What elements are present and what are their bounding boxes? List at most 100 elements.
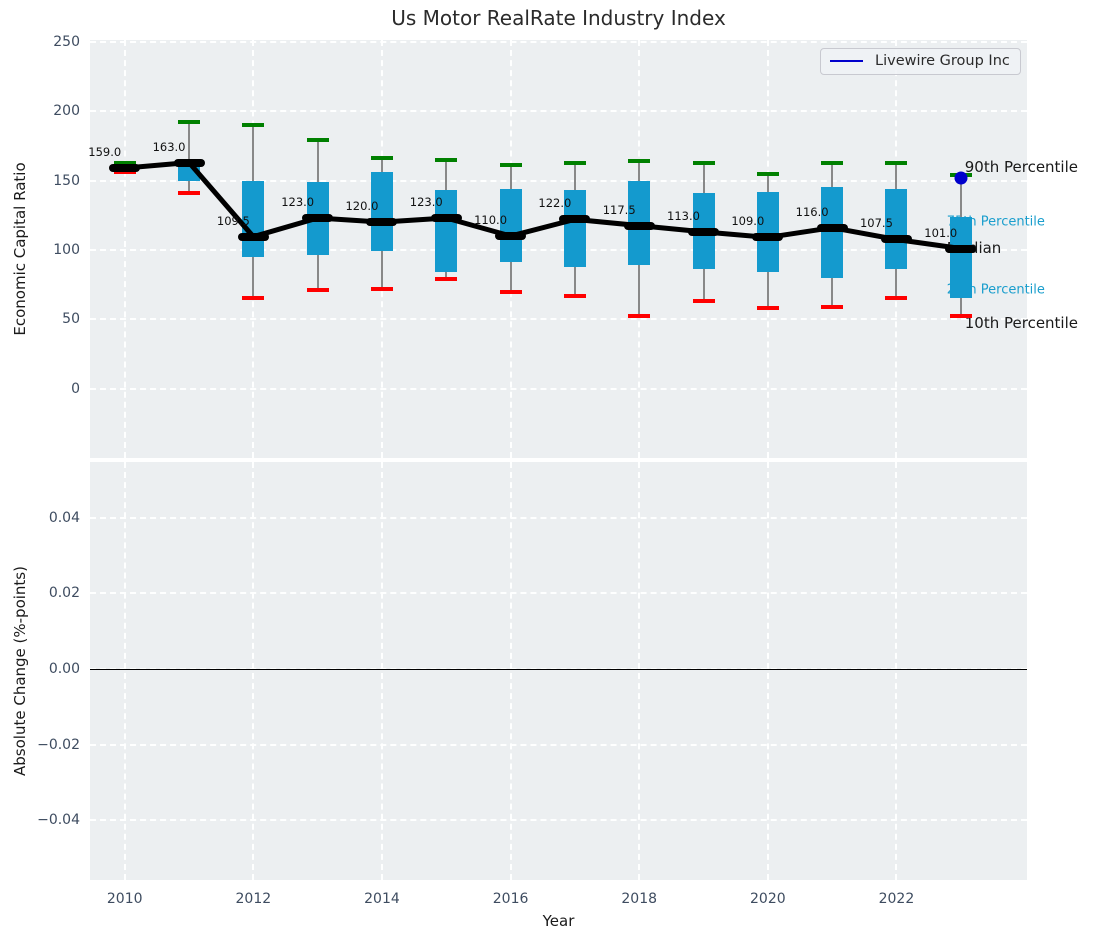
gridline-v <box>123 462 126 880</box>
median-marker <box>559 215 591 224</box>
box <box>821 187 844 278</box>
gridline-v <box>895 462 898 880</box>
gridline-h <box>90 110 1027 113</box>
p10-cap <box>242 296 265 301</box>
box <box>949 216 972 299</box>
company-point <box>954 171 968 185</box>
median-label: 122.0 <box>538 196 572 211</box>
median-marker <box>173 158 205 167</box>
legend: Livewire Group Inc <box>820 48 1021 75</box>
p90-cap <box>692 160 715 165</box>
p10-cap <box>692 299 715 304</box>
y-tick-label: 50 <box>62 311 80 328</box>
median-marker <box>752 233 784 242</box>
median-marker <box>945 244 977 253</box>
p90-cap <box>499 163 522 168</box>
median-label: 107.5 <box>859 216 893 231</box>
p10-cap <box>821 304 844 309</box>
x-tick-label: 2020 <box>750 891 786 907</box>
y-tick-label: −0.04 <box>37 812 80 829</box>
median-label: 159.0 <box>88 145 122 160</box>
p90-cap <box>113 160 136 165</box>
gridline-h <box>90 248 1027 251</box>
p90-cap <box>370 156 393 161</box>
p90-cap <box>756 171 779 176</box>
p10-cap <box>306 288 329 293</box>
gridline-h <box>90 40 1027 43</box>
median-line <box>122 160 964 252</box>
p10-cap <box>499 289 522 294</box>
top-y-axis-label: Economic Capital Ratio <box>11 162 29 336</box>
y-tick-label: 0.00 <box>48 660 80 677</box>
annotation-90th-percentile: 90th Percentile <box>964 157 1078 176</box>
p90-cap <box>628 159 651 164</box>
x-tick-label: 2018 <box>621 891 658 907</box>
zero-line <box>90 668 1027 670</box>
gridline-v <box>380 462 383 880</box>
p10-cap <box>756 306 779 311</box>
p90-cap <box>435 157 458 162</box>
gridline-h <box>90 819 1027 822</box>
p90-cap <box>885 160 908 165</box>
gridline-h <box>90 387 1027 390</box>
median-label: 163.0 <box>152 139 186 154</box>
median-marker <box>109 164 141 173</box>
y-tick-label: 200 <box>53 103 80 120</box>
x-axis-label: Year <box>542 912 575 930</box>
median-label: 120.0 <box>345 199 379 214</box>
p10-cap <box>113 170 136 175</box>
median-marker <box>880 235 912 244</box>
y-tick-label: 0.04 <box>48 509 80 526</box>
box <box>370 172 393 252</box>
gridline-v <box>638 462 641 880</box>
median-label: 123.0 <box>409 194 443 209</box>
bottom-plot-panel <box>90 462 1027 880</box>
gridline-h <box>90 592 1027 595</box>
y-tick-label: 100 <box>53 241 80 258</box>
median-marker <box>816 223 848 232</box>
p10-cap <box>628 314 651 319</box>
x-tick-label: 2012 <box>235 891 272 907</box>
p90-cap <box>306 138 329 143</box>
box <box>435 190 458 273</box>
gridline-v <box>252 462 255 880</box>
box <box>885 188 908 270</box>
x-tick-label: 2014 <box>364 891 400 907</box>
gridline-h <box>90 743 1027 746</box>
box <box>756 191 779 273</box>
median-label: 109.5 <box>216 213 250 228</box>
p90-cap <box>563 160 586 165</box>
box <box>499 188 522 263</box>
gridline-v <box>509 462 512 880</box>
p90-cap <box>178 120 201 125</box>
x-tick-label: 2022 <box>878 891 915 907</box>
y-tick-label: 0.02 <box>48 585 80 602</box>
x-tick-label: 2010 <box>106 891 143 907</box>
p90-cap <box>242 123 265 128</box>
legend-line-sample-icon <box>830 60 863 62</box>
median-label: 116.0 <box>795 204 829 219</box>
median-label: 123.0 <box>281 194 315 209</box>
annotation-10th-percentile: 10th Percentile <box>964 313 1078 332</box>
median-label: 113.0 <box>667 208 700 223</box>
p10-cap <box>178 191 201 196</box>
gridline-v <box>123 40 126 458</box>
bottom-y-axis-label: Absolute Change (%-points) <box>11 566 29 776</box>
p10-cap <box>949 314 972 319</box>
median-label: 110.0 <box>474 213 508 228</box>
y-tick-label: 150 <box>53 172 80 189</box>
median-label: 101.0 <box>924 225 958 240</box>
box-whisker <box>188 122 191 194</box>
median-marker <box>688 227 720 236</box>
median-marker <box>302 213 334 222</box>
median-marker <box>366 218 398 227</box>
p90-cap <box>821 160 844 165</box>
x-tick-label: 2016 <box>492 891 529 907</box>
gridline-h <box>90 516 1027 519</box>
median-marker <box>495 232 527 241</box>
median-label: 109.0 <box>731 214 765 229</box>
gridline-h <box>90 179 1027 182</box>
legend-label: Livewire Group Inc <box>875 53 1010 69</box>
p10-cap <box>435 277 458 282</box>
